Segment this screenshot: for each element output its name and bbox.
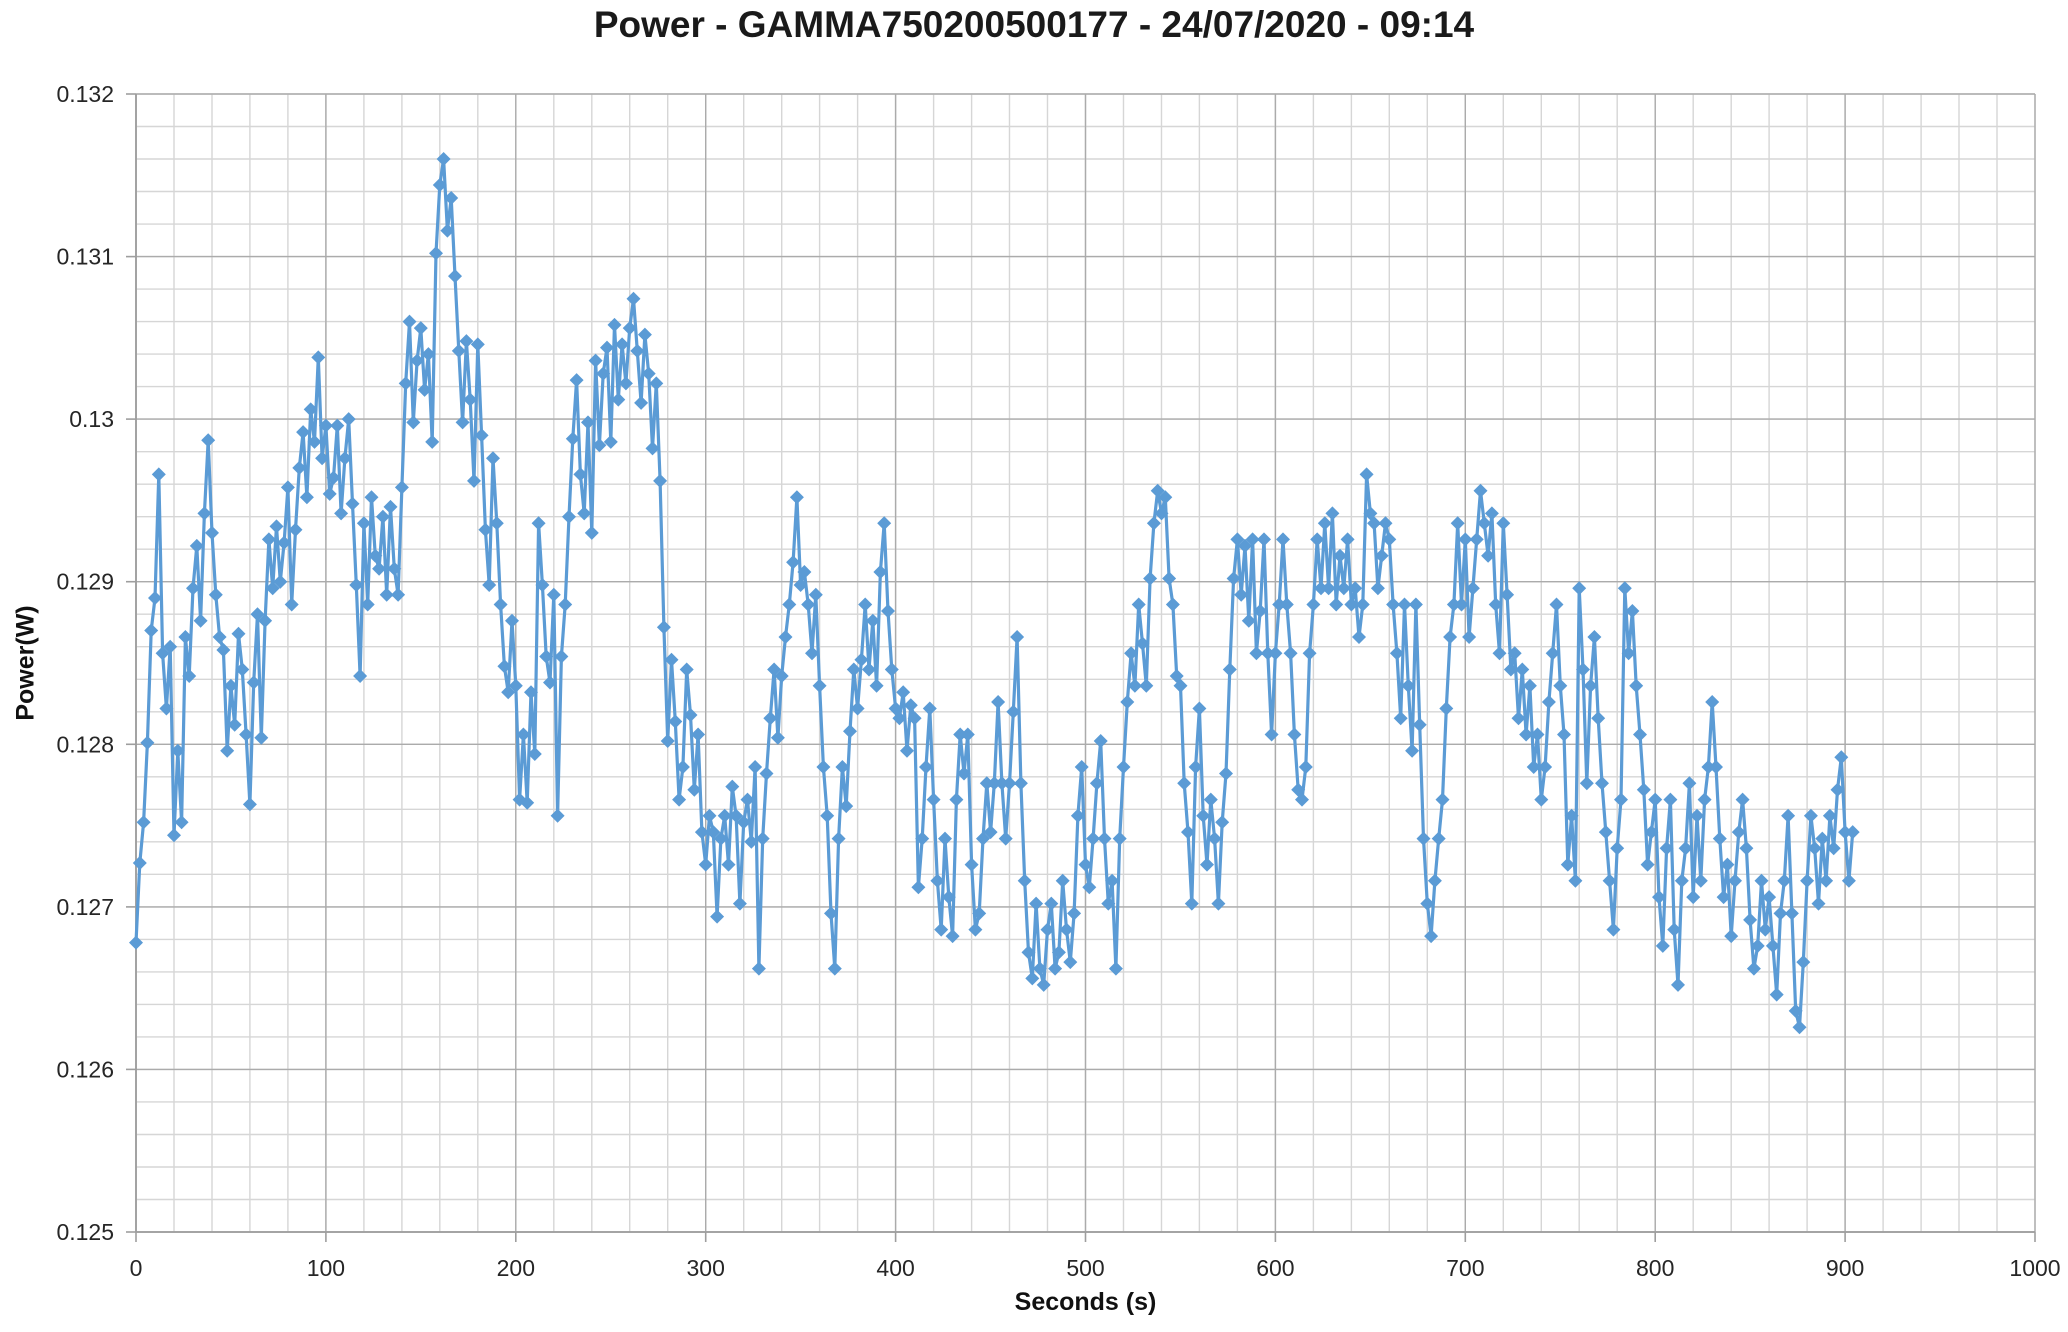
data-series-power bbox=[129, 152, 1860, 1035]
gridlines-major bbox=[126, 93, 2036, 1242]
x-tick-label: 900 bbox=[1826, 1255, 1864, 1281]
x-axis-title: Seconds (s) bbox=[1014, 1288, 1157, 1316]
x-tick-label: 100 bbox=[307, 1255, 345, 1281]
y-tick-label: 0.128 bbox=[56, 731, 114, 757]
x-tick-label: 1000 bbox=[2009, 1255, 2060, 1281]
x-tick-label: 200 bbox=[497, 1255, 535, 1281]
y-tick-label: 0.125 bbox=[56, 1219, 114, 1245]
y-tick-label: 0.129 bbox=[56, 569, 114, 595]
y-tick-label: 0.127 bbox=[56, 894, 114, 920]
y-tick-label: 0.13 bbox=[69, 406, 114, 432]
y-tick-label: 0.131 bbox=[56, 244, 114, 270]
axis-lines bbox=[135, 94, 2035, 1233]
series-markers bbox=[129, 152, 1860, 1035]
x-tick-label: 500 bbox=[1066, 1255, 1104, 1281]
y-axis-title: Power(W) bbox=[11, 605, 40, 721]
x-tick-label: 400 bbox=[876, 1255, 914, 1281]
x-tick-label: 700 bbox=[1446, 1255, 1484, 1281]
x-tick-label: 800 bbox=[1636, 1255, 1674, 1281]
y-tick-label: 0.132 bbox=[56, 81, 114, 107]
x-tick-labels: 0 100 200 300 400 500 600 700 800 900 1000 bbox=[130, 1255, 2061, 1281]
y-tick-labels: 0.125 0.126 0.127 0.128 0.129 0.13 0.131 0.132 bbox=[56, 81, 114, 1245]
x-tick-label: 0 bbox=[130, 1255, 143, 1281]
y-tick-label: 0.126 bbox=[56, 1056, 114, 1082]
x-tick-label: 600 bbox=[1256, 1255, 1294, 1281]
chart-title: Power - GAMMA750200500177 - 24/07/2020 -… bbox=[593, 4, 1475, 45]
x-tick-label: 300 bbox=[687, 1255, 725, 1281]
